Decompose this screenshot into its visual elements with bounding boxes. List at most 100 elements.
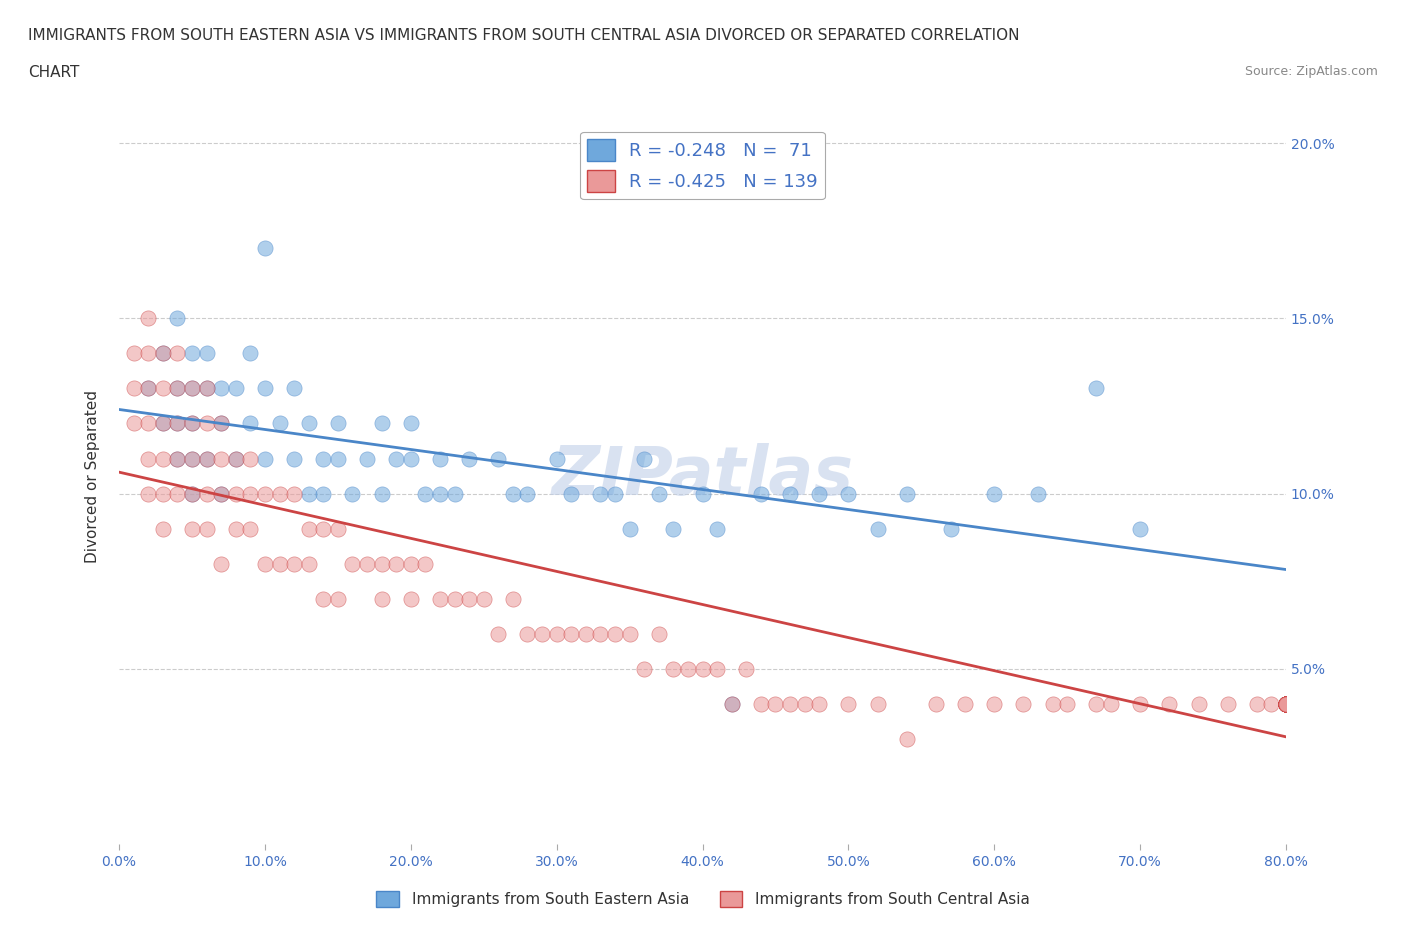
Point xyxy=(1275,697,1298,711)
Point xyxy=(166,381,188,396)
Point xyxy=(429,591,451,606)
Point xyxy=(326,416,349,431)
Y-axis label: Divorced or Separated: Divorced or Separated xyxy=(86,390,100,563)
Point xyxy=(692,486,714,501)
Point xyxy=(181,381,204,396)
Point xyxy=(399,416,422,431)
Point xyxy=(283,556,305,571)
Point xyxy=(195,381,218,396)
Point xyxy=(209,381,232,396)
Point xyxy=(136,486,159,501)
Point xyxy=(1275,697,1298,711)
Point xyxy=(808,486,831,501)
Point xyxy=(239,521,262,536)
Point xyxy=(225,381,247,396)
Point xyxy=(152,416,174,431)
Point xyxy=(298,486,321,501)
Point xyxy=(1275,697,1298,711)
Point xyxy=(749,486,772,501)
Point xyxy=(152,521,174,536)
Point xyxy=(1275,697,1298,711)
Point xyxy=(1187,697,1209,711)
Point xyxy=(516,626,538,641)
Point xyxy=(370,591,392,606)
Point xyxy=(122,381,145,396)
Point xyxy=(560,486,582,501)
Point xyxy=(326,521,349,536)
Point xyxy=(385,451,408,466)
Point xyxy=(312,451,335,466)
Point xyxy=(1275,697,1298,711)
Point xyxy=(793,697,815,711)
Point xyxy=(1275,697,1298,711)
Point xyxy=(1056,697,1078,711)
Point xyxy=(253,486,276,501)
Point xyxy=(1275,697,1298,711)
Point xyxy=(312,591,335,606)
Point xyxy=(1275,697,1298,711)
Point xyxy=(1099,697,1122,711)
Point xyxy=(720,697,742,711)
Point xyxy=(589,486,612,501)
Point xyxy=(239,416,262,431)
Point xyxy=(283,451,305,466)
Point xyxy=(1275,697,1298,711)
Point xyxy=(648,626,671,641)
Point xyxy=(1129,697,1152,711)
Point xyxy=(1275,697,1298,711)
Point xyxy=(326,451,349,466)
Point xyxy=(166,486,188,501)
Point xyxy=(676,661,699,676)
Text: IMMIGRANTS FROM SOUTH EASTERN ASIA VS IMMIGRANTS FROM SOUTH CENTRAL ASIA DIVORCE: IMMIGRANTS FROM SOUTH EASTERN ASIA VS IM… xyxy=(28,28,1019,43)
Point xyxy=(225,451,247,466)
Point xyxy=(925,697,948,711)
Point xyxy=(209,451,232,466)
Point xyxy=(896,486,918,501)
Point xyxy=(1275,697,1298,711)
Point xyxy=(399,556,422,571)
Point xyxy=(866,697,889,711)
Point xyxy=(1275,697,1298,711)
Point xyxy=(166,416,188,431)
Point xyxy=(1275,697,1298,711)
Point xyxy=(779,486,801,501)
Point xyxy=(1012,697,1035,711)
Point xyxy=(443,591,465,606)
Point xyxy=(166,381,188,396)
Point xyxy=(720,697,742,711)
Point xyxy=(1275,697,1298,711)
Point xyxy=(458,451,481,466)
Point xyxy=(239,486,262,501)
Point xyxy=(633,451,655,466)
Point xyxy=(225,486,247,501)
Point xyxy=(253,451,276,466)
Point xyxy=(486,451,509,466)
Point xyxy=(662,661,685,676)
Point xyxy=(575,626,598,641)
Point xyxy=(779,697,801,711)
Point xyxy=(152,381,174,396)
Point xyxy=(1275,697,1298,711)
Point xyxy=(136,451,159,466)
Point xyxy=(415,556,437,571)
Point xyxy=(181,451,204,466)
Point xyxy=(692,661,714,676)
Point xyxy=(209,416,232,431)
Point xyxy=(546,626,568,641)
Point xyxy=(983,486,1005,501)
Point xyxy=(1085,381,1108,396)
Point xyxy=(195,521,218,536)
Point xyxy=(1275,697,1298,711)
Point xyxy=(356,556,378,571)
Point xyxy=(1275,697,1298,711)
Point xyxy=(209,556,232,571)
Point xyxy=(152,416,174,431)
Point xyxy=(896,732,918,747)
Point xyxy=(239,346,262,361)
Point xyxy=(458,591,481,606)
Point xyxy=(531,626,554,641)
Point xyxy=(1260,697,1282,711)
Point xyxy=(269,486,291,501)
Point xyxy=(1275,697,1298,711)
Point xyxy=(326,591,349,606)
